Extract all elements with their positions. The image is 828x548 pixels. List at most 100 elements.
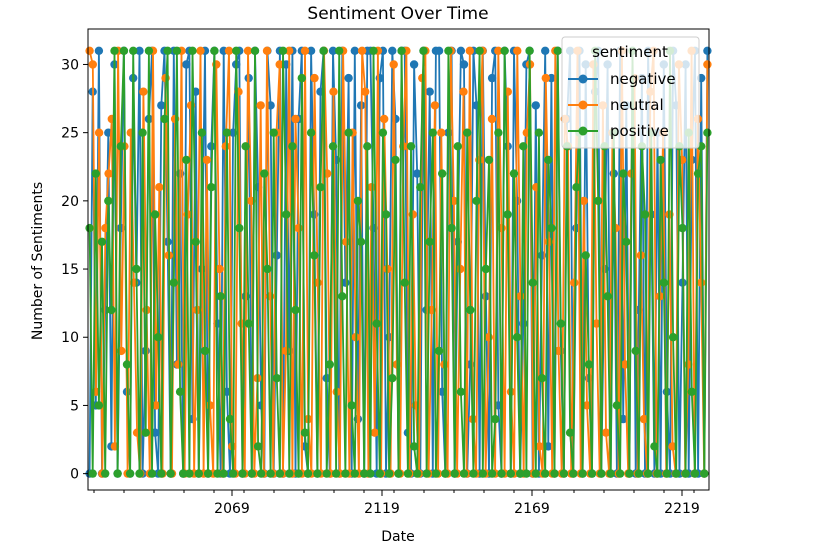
data-point xyxy=(541,46,550,55)
data-point xyxy=(403,469,413,478)
data-point xyxy=(463,128,472,137)
data-point xyxy=(581,251,590,260)
data-point xyxy=(288,142,297,151)
data-point xyxy=(668,333,678,342)
data-point xyxy=(494,128,503,137)
data-point xyxy=(328,142,338,151)
data-point xyxy=(294,469,303,478)
data-point xyxy=(672,469,681,478)
data-point xyxy=(703,60,712,69)
data-point xyxy=(338,292,347,301)
data-point xyxy=(179,469,188,478)
data-point xyxy=(453,142,462,151)
data-point xyxy=(456,387,466,396)
data-point xyxy=(459,469,469,478)
x-tick-label: 2169 xyxy=(514,501,550,517)
data-point xyxy=(253,442,263,451)
data-point xyxy=(487,73,497,83)
data-point xyxy=(372,319,381,328)
data-point xyxy=(431,469,441,478)
y-tick-label: 0 xyxy=(70,467,79,483)
legend-title: sentiment xyxy=(592,43,668,61)
data-point xyxy=(519,142,528,151)
data-point xyxy=(347,401,356,410)
data-point xyxy=(472,196,481,206)
data-point xyxy=(662,469,672,478)
data-point xyxy=(615,469,625,478)
data-point xyxy=(544,155,553,165)
data-point xyxy=(97,237,107,246)
data-point xyxy=(547,223,556,233)
data-point xyxy=(350,46,359,55)
data-point xyxy=(85,223,94,233)
data-point xyxy=(370,428,379,437)
legend-item-positive: positive xyxy=(610,122,669,140)
data-point xyxy=(144,46,154,55)
data-point xyxy=(182,60,191,69)
data-point xyxy=(366,469,375,478)
data-point xyxy=(513,46,522,55)
data-point xyxy=(328,46,338,55)
data-point xyxy=(335,46,344,55)
data-point xyxy=(380,114,389,124)
data-point xyxy=(203,469,213,478)
data-point xyxy=(516,469,525,478)
legend-item-negative: negative xyxy=(610,70,676,88)
data-point xyxy=(578,469,587,478)
y-tick-label: 25 xyxy=(61,126,79,142)
data-point xyxy=(419,46,428,55)
data-point xyxy=(107,305,116,315)
data-point xyxy=(275,60,284,69)
data-point xyxy=(310,73,319,83)
data-point xyxy=(228,469,238,478)
data-point xyxy=(363,142,372,151)
data-point xyxy=(640,210,650,219)
data-point xyxy=(275,469,285,478)
data-point xyxy=(157,101,166,110)
data-point xyxy=(322,469,331,478)
data-point xyxy=(169,278,178,287)
data-point xyxy=(378,128,388,137)
data-point xyxy=(631,346,640,356)
data-point xyxy=(104,196,113,206)
x-tick-label: 2219 xyxy=(664,501,700,517)
data-point xyxy=(353,196,363,206)
data-point xyxy=(556,319,565,328)
axes: 0 5 10 15 20 25 30 2069 2119 2169 2219 xyxy=(61,28,710,517)
data-point xyxy=(247,469,256,478)
data-point xyxy=(625,469,634,478)
data-point xyxy=(506,469,515,478)
data-point xyxy=(119,46,129,55)
data-point xyxy=(166,469,175,478)
data-point xyxy=(235,223,244,233)
x-tick-label: 2069 xyxy=(214,501,250,517)
data-point xyxy=(139,87,148,96)
data-point xyxy=(428,128,437,137)
data-point xyxy=(278,46,288,55)
data-point xyxy=(437,128,446,137)
data-point xyxy=(175,387,185,396)
data-point xyxy=(357,46,367,55)
legend-swatch-marker xyxy=(578,100,588,110)
legend-swatch-marker xyxy=(578,74,588,84)
data-point xyxy=(215,264,224,274)
data-point xyxy=(369,46,378,55)
series-positive xyxy=(85,46,712,478)
data-point xyxy=(196,46,205,55)
data-point xyxy=(225,414,235,424)
data-point xyxy=(509,169,519,178)
data-point xyxy=(94,401,104,410)
data-point xyxy=(138,128,147,137)
data-point xyxy=(269,128,278,137)
y-tick-label: 20 xyxy=(61,194,79,210)
data-point xyxy=(244,319,253,328)
data-point xyxy=(256,101,265,110)
data-point xyxy=(241,142,250,151)
data-point xyxy=(319,46,328,55)
data-point xyxy=(154,333,163,342)
data-point xyxy=(425,237,434,246)
data-point xyxy=(219,469,228,478)
data-point xyxy=(456,46,466,55)
y-tick-label: 10 xyxy=(61,330,79,346)
data-point xyxy=(113,469,122,478)
